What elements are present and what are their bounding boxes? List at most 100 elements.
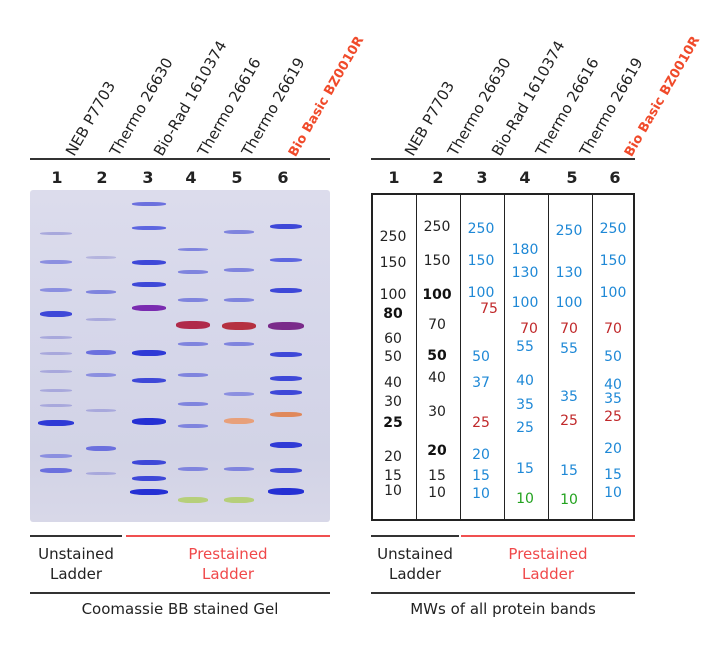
gel-band [268,322,304,330]
gel-band [86,318,116,321]
gel-band [224,298,254,302]
gel-band [270,352,302,357]
mw-cell: 20 [472,447,490,463]
gel-band [40,311,72,317]
gel-band [86,409,116,412]
gel-band [178,298,208,302]
mw-cell: 150 [379,255,407,271]
gel-band [40,370,72,373]
gel-title: Coomassie BB stained Gel [81,600,279,618]
mw-cell: 250 [555,223,583,239]
gel-title-rule [30,592,330,594]
mw-cell: 100 [379,287,407,303]
mw-cell: 50 [472,349,490,365]
mw-cell: 15 [384,468,402,484]
mw-cell: 35 [516,397,534,413]
table-column-divider [416,195,417,519]
gel-band [270,376,302,381]
mw-cell: 15 [604,467,622,483]
mw-cell: 75 [480,301,498,317]
gel-band [132,350,166,356]
mw-cell: 10 [604,485,622,501]
mw-cell: 100 [422,287,452,303]
gel-band [132,282,166,287]
table-prestained-line2: Ladder [522,565,574,583]
gel-band [224,230,254,234]
mw-cell: 55 [516,339,534,355]
mw-cell: 35 [560,389,578,405]
table-lane-label-6: Bio Basic BZ0010R [622,33,704,160]
gel-lane-number-3: 3 [142,168,154,187]
gel-band [178,248,208,251]
mw-cell: 250 [423,219,451,235]
table-lane-number-1: 1 [388,168,400,187]
table-column-divider [460,195,461,519]
gel-band [132,260,166,265]
mw-cell: 10 [516,491,534,507]
table-lane-number-3: 3 [476,168,488,187]
mw-cell: 70 [604,321,622,337]
gel-band [178,402,208,406]
mw-cell: 40 [428,370,446,386]
gel-band [270,468,302,473]
mw-cell: 25 [560,413,578,429]
table-title: MWs of all protein bands [410,600,596,618]
mw-cell: 70 [428,317,446,333]
mw-cell: 250 [467,221,495,237]
gel-band [224,418,254,424]
mw-cell: 20 [604,441,622,457]
gel-band [86,256,116,259]
mw-cell: 37 [472,375,490,391]
table-unstained-rule [371,535,459,537]
gel-lane-label-6: Bio Basic BZ0010R [286,33,368,160]
gel-unstained-line1: Unstained [38,545,114,563]
mw-table: 250 150 100 80 60 50 40 30 25 20 15 10 2… [371,193,635,521]
mw-cell: 20 [384,449,402,465]
mw-cell: 60 [384,331,402,347]
table-column-divider [548,195,549,519]
gel-band [40,288,72,292]
table-column-divider [504,195,505,519]
table-unstained-line1: Unstained [377,545,453,563]
table-unstained-line2: Ladder [389,565,441,583]
gel-band [132,476,166,481]
mw-cell: 70 [560,321,578,337]
gel-band [40,232,72,235]
gel-band [268,488,304,495]
gel-band [224,467,254,471]
mw-cell: 50 [384,349,402,365]
mw-cell: 10 [560,492,578,508]
gel-unstained-line2: Ladder [50,565,102,583]
mw-cell: 55 [560,341,578,357]
gel-band [132,460,166,465]
mw-cell: 150 [599,253,627,269]
mw-cell: 15 [560,463,578,479]
gel-band [222,322,256,330]
gel-band [40,336,72,339]
gel-band [132,378,166,383]
mw-cell: 25 [604,409,622,425]
mw-cell: 35 [604,391,622,407]
gel-band [132,418,166,425]
mw-cell: 25 [472,415,490,431]
mw-cell: 10 [472,486,490,502]
mw-cell: 10 [428,485,446,501]
gel-lane-number-6: 6 [277,168,289,187]
gel-band [176,321,210,329]
gel-band [86,290,116,294]
mw-cell: 80 [383,306,403,322]
unstained-rule [30,535,122,537]
mw-cell: 150 [467,253,495,269]
table-title-rule [371,592,635,594]
mw-cell: 50 [427,348,447,364]
mw-cell: 180 [511,242,539,258]
mw-cell: 100 [511,295,539,311]
table-prestained-rule [461,535,635,537]
gel-band [178,467,208,471]
mw-cell: 25 [383,415,403,431]
gel-band [38,420,74,426]
mw-cell: 25 [516,420,534,436]
mw-cell: 20 [427,443,447,459]
mw-cell: 70 [520,321,538,337]
gel-band [224,392,254,396]
